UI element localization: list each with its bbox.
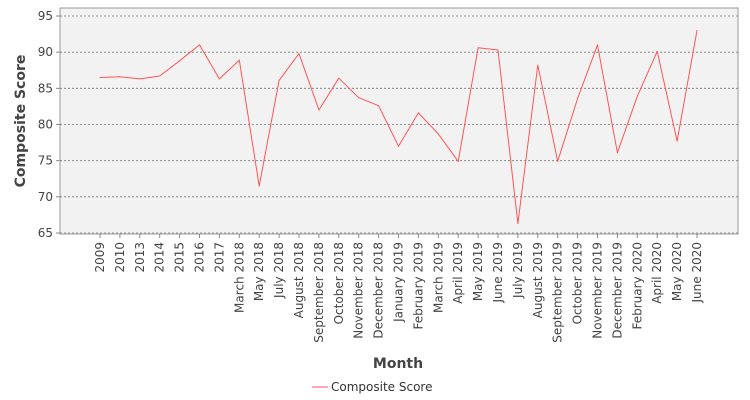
y-tick-label: 95 bbox=[38, 9, 53, 23]
data-point bbox=[457, 160, 459, 162]
legend-label: Composite Score bbox=[331, 380, 432, 394]
x-tick-label: 2010 bbox=[113, 242, 127, 273]
x-tick-label: December 2019 bbox=[610, 242, 624, 339]
x-tick-label: August 2019 bbox=[531, 242, 545, 318]
x-tick-label: April 2020 bbox=[650, 242, 664, 304]
x-tick-label: August 2018 bbox=[292, 242, 306, 318]
data-point bbox=[318, 109, 320, 111]
data-point bbox=[378, 105, 380, 107]
x-tick-label: December 2018 bbox=[372, 242, 386, 339]
data-point bbox=[676, 140, 678, 142]
data-point bbox=[616, 152, 618, 154]
x-tick-label: November 2018 bbox=[352, 242, 366, 339]
data-point bbox=[199, 44, 200, 46]
x-tick-label: October 2019 bbox=[571, 242, 585, 324]
x-tick-label: January 2019 bbox=[392, 242, 406, 323]
data-point bbox=[656, 50, 658, 52]
data-point bbox=[437, 133, 439, 135]
x-tick-label: May 2020 bbox=[670, 242, 684, 301]
data-point bbox=[636, 95, 638, 97]
data-point bbox=[139, 78, 141, 80]
gridlines bbox=[60, 15, 738, 234]
data-point bbox=[298, 53, 300, 55]
y-tick-label: 70 bbox=[38, 190, 53, 204]
y-axis: 65 70 75 80 85 90 95 bbox=[38, 9, 60, 240]
x-tick-label: July 2018 bbox=[272, 242, 286, 299]
x-tick-label: March 2018 bbox=[232, 242, 246, 313]
x-tick-label: March 2019 bbox=[431, 242, 445, 313]
x-tick-label: May 2019 bbox=[471, 242, 485, 301]
x-tick-label: July 2019 bbox=[511, 242, 525, 299]
x-tick-label: September 2018 bbox=[312, 242, 326, 343]
data-point bbox=[577, 97, 579, 99]
x-tick-label: 2017 bbox=[212, 242, 226, 273]
data-point bbox=[258, 185, 260, 187]
data-point bbox=[99, 76, 101, 78]
data-point bbox=[179, 60, 181, 62]
data-point bbox=[218, 78, 220, 80]
series-layer bbox=[99, 29, 698, 225]
x-tick-label: 2009 bbox=[93, 242, 107, 273]
y-tick-label: 75 bbox=[38, 154, 53, 168]
x-tick-label: September 2019 bbox=[551, 242, 565, 343]
x-tick-label: 2013 bbox=[133, 242, 147, 273]
data-point bbox=[398, 145, 399, 147]
data-point bbox=[119, 76, 121, 78]
y-tick-label: 85 bbox=[38, 81, 53, 95]
x-tick-label: 2016 bbox=[193, 242, 207, 273]
x-tick-label: May 2018 bbox=[252, 242, 266, 301]
data-point bbox=[497, 49, 499, 51]
x-tick-label: April 2019 bbox=[451, 242, 465, 304]
y-tick-label: 65 bbox=[38, 226, 53, 240]
x-tick-label: June 2019 bbox=[491, 242, 505, 304]
x-tick-label: February 2019 bbox=[411, 242, 425, 330]
data-point bbox=[278, 79, 280, 81]
x-tick-label: 2014 bbox=[153, 242, 167, 273]
x-axis-title: Month bbox=[373, 356, 423, 372]
data-point bbox=[696, 29, 698, 31]
data-point bbox=[537, 64, 539, 66]
data-point bbox=[477, 47, 479, 49]
data-point bbox=[358, 97, 360, 99]
y-tick-label: 90 bbox=[38, 45, 53, 59]
data-point bbox=[557, 160, 559, 162]
plot-area bbox=[59, 7, 739, 235]
x-tick-label: October 2018 bbox=[332, 242, 346, 324]
data-point bbox=[159, 75, 161, 77]
data-point bbox=[517, 223, 519, 225]
data-point bbox=[238, 59, 240, 61]
data-point bbox=[597, 44, 598, 46]
y-tick-label: 80 bbox=[38, 118, 53, 132]
data-point bbox=[417, 112, 419, 114]
data-point bbox=[338, 77, 340, 79]
legend: Composite Score bbox=[312, 380, 432, 394]
x-tick-label: February 2020 bbox=[630, 242, 644, 330]
x-tick-label: June 2020 bbox=[690, 242, 704, 304]
x-axis: 2009 2010 2013 2014 2015 2016 2017 March 2018 Ma… bbox=[93, 234, 704, 343]
y-axis-title: Composite Score bbox=[13, 55, 29, 188]
x-tick-label: 2015 bbox=[173, 242, 187, 273]
x-tick-label: November 2019 bbox=[591, 242, 605, 339]
